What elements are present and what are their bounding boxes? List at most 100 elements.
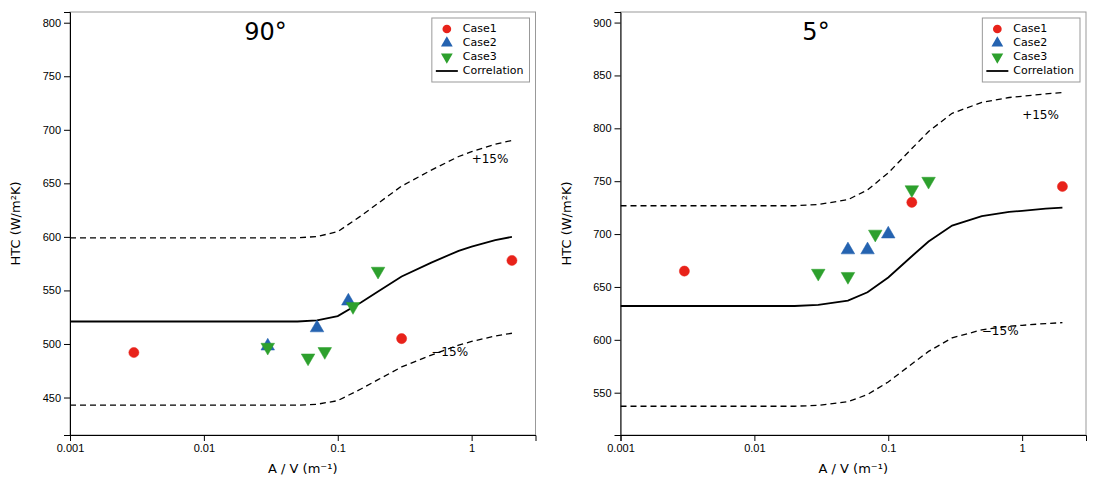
point bbox=[841, 242, 855, 254]
point bbox=[679, 266, 689, 276]
legend-label: Correlation bbox=[1013, 64, 1074, 77]
point bbox=[811, 269, 825, 281]
y-tick-label: 650 bbox=[43, 177, 61, 189]
y-tick-label: 750 bbox=[43, 70, 61, 82]
x-axis-line bbox=[71, 436, 537, 442]
point bbox=[881, 226, 895, 238]
legend-box bbox=[432, 18, 530, 82]
band-line bbox=[70, 333, 512, 405]
y-tick-label: 500 bbox=[43, 338, 61, 350]
y-tick: 900 bbox=[593, 17, 620, 29]
y-tick-label: 700 bbox=[593, 228, 611, 240]
legend-swatch bbox=[436, 70, 458, 72]
y-tick: 550 bbox=[593, 387, 620, 399]
y-tick: 600 bbox=[43, 231, 70, 243]
point bbox=[922, 177, 936, 189]
y-tick-mark bbox=[64, 76, 70, 77]
legend-label: Case3 bbox=[1013, 50, 1047, 63]
y-tick-label: 850 bbox=[593, 69, 611, 81]
y-tick: 800 bbox=[43, 17, 70, 29]
legend-box bbox=[982, 18, 1080, 82]
y-tick-label: 550 bbox=[43, 284, 61, 296]
y-tick-mark bbox=[615, 75, 621, 76]
x-tick: 0.1 bbox=[881, 435, 896, 454]
y-tick-label: 900 bbox=[593, 17, 611, 29]
panel: 0.0010.010.11450500550600650700750800A /… bbox=[8, 12, 536, 476]
x-tick: 0.01 bbox=[744, 435, 765, 454]
y-tick-mark bbox=[615, 128, 621, 129]
x-tick-mark bbox=[888, 435, 889, 441]
y-axis: 450 500 550 600 650 700 750 800 bbox=[43, 13, 71, 436]
y-tick: 750 bbox=[43, 70, 70, 82]
point bbox=[907, 197, 917, 207]
legend-swatch bbox=[441, 36, 453, 46]
panel: 0.0010.010.11550600650700750800850900A /… bbox=[559, 12, 1087, 476]
y-tick: 700 bbox=[593, 228, 620, 240]
legend-swatch bbox=[991, 54, 1003, 64]
x-axis-title: A / V (m⁻¹) bbox=[819, 461, 888, 476]
band-label: +15% bbox=[472, 152, 509, 166]
plot-frame bbox=[621, 12, 1087, 435]
angle-label: 5° bbox=[802, 18, 829, 46]
x-tick-mark bbox=[472, 435, 473, 441]
legend-label: Case1 bbox=[1013, 22, 1047, 35]
y-tick-mark bbox=[64, 23, 70, 24]
y-tick: 600 bbox=[593, 334, 620, 346]
y-tick-label: 800 bbox=[593, 122, 611, 134]
y-axis-line bbox=[64, 13, 71, 436]
legend-label: Case3 bbox=[463, 50, 497, 63]
legend-swatch bbox=[441, 54, 453, 64]
point bbox=[310, 320, 324, 332]
y-tick: 700 bbox=[43, 124, 70, 136]
x-tick-label: 0.001 bbox=[607, 442, 635, 454]
y-tick: 500 bbox=[43, 338, 70, 350]
y-tick-label: 600 bbox=[43, 231, 61, 243]
band-label: −15% bbox=[982, 324, 1019, 338]
legend-swatch bbox=[986, 70, 1008, 72]
x-tick-label: 0.01 bbox=[744, 442, 765, 454]
plot-frame bbox=[70, 12, 536, 435]
x-tick-label: 0.1 bbox=[881, 442, 896, 454]
y-tick: 850 bbox=[593, 69, 620, 81]
legend-swatch bbox=[991, 36, 1003, 46]
x-tick-mark bbox=[754, 435, 755, 441]
angle-label: 90° bbox=[244, 18, 287, 46]
x-axis: 0.0010.010.11 bbox=[607, 435, 1086, 454]
band-line bbox=[621, 93, 1063, 206]
point bbox=[301, 354, 315, 366]
point bbox=[318, 348, 332, 360]
point bbox=[261, 343, 275, 355]
legend-label: Case2 bbox=[1013, 36, 1047, 49]
y-tick-mark bbox=[64, 398, 70, 399]
y-tick-mark bbox=[615, 393, 621, 394]
plot-area bbox=[70, 141, 517, 406]
y-tick-label: 750 bbox=[593, 175, 611, 187]
legend-label: Correlation bbox=[463, 64, 524, 77]
x-tick-mark bbox=[1022, 435, 1023, 441]
x-axis-line bbox=[621, 436, 1087, 442]
x-tick-label: 0.1 bbox=[331, 442, 346, 454]
legend: Case1Case2Case3Correlation bbox=[982, 18, 1080, 82]
band-label: −15% bbox=[431, 345, 468, 359]
point bbox=[841, 272, 855, 284]
x-tick-mark bbox=[338, 435, 339, 441]
y-tick-mark bbox=[615, 340, 621, 341]
x-tick: 0.001 bbox=[607, 435, 635, 454]
point bbox=[507, 255, 517, 265]
legend-label: Case1 bbox=[463, 22, 497, 35]
point bbox=[129, 347, 139, 357]
x-tick: 0.001 bbox=[57, 435, 85, 454]
band-line bbox=[621, 323, 1063, 407]
band-line bbox=[70, 141, 512, 238]
x-axis: 0.0010.010.11 bbox=[57, 435, 536, 454]
y-tick-mark bbox=[615, 181, 621, 182]
y-tick-mark bbox=[64, 130, 70, 131]
y-tick-label: 450 bbox=[43, 392, 61, 404]
x-tick: 0.1 bbox=[331, 435, 346, 454]
correlation-line bbox=[621, 208, 1063, 306]
y-axis-line bbox=[615, 13, 622, 436]
x-tick: 0.01 bbox=[194, 435, 215, 454]
point bbox=[371, 267, 385, 279]
chart: 0.0010.010.11450500550600650700750800A /… bbox=[0, 0, 1101, 483]
y-tick-mark bbox=[615, 23, 621, 24]
